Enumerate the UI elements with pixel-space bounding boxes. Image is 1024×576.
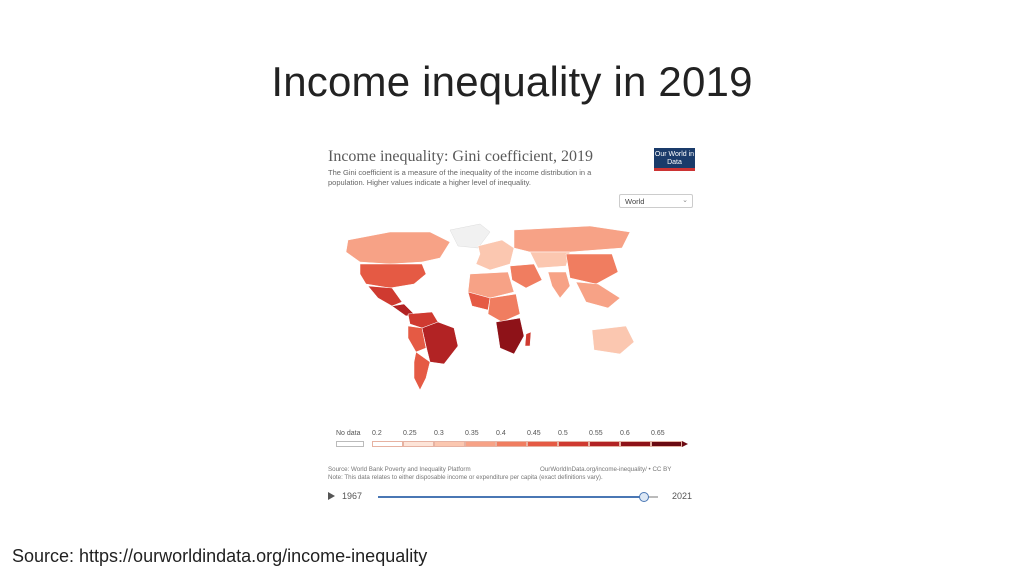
legend-swatch bbox=[620, 441, 651, 447]
map-middle-east bbox=[509, 263, 543, 289]
map-china bbox=[565, 253, 619, 285]
map-canada bbox=[345, 231, 451, 265]
timeline[interactable]: 1967 2021 bbox=[328, 490, 698, 504]
map-central-asia bbox=[529, 251, 571, 269]
source-note: Source: World Bank Poverty and Inequalit… bbox=[328, 466, 603, 482]
legend-arrow bbox=[682, 441, 688, 447]
timeline-start-year: 1967 bbox=[342, 491, 363, 501]
map-peru-bolivia bbox=[407, 325, 427, 353]
legend-tick: 0.5 bbox=[558, 430, 568, 437]
legend-swatch bbox=[403, 441, 434, 447]
map-southeast-asia bbox=[575, 281, 621, 309]
legend-swatch bbox=[589, 441, 620, 447]
legend-tick: 0.35 bbox=[465, 430, 479, 437]
legend-no-data-swatch bbox=[336, 441, 364, 447]
legend-swatch bbox=[434, 441, 465, 447]
legend-swatch bbox=[465, 441, 496, 447]
timeline-track[interactable] bbox=[378, 492, 658, 502]
region-select[interactable]: World ⌄ bbox=[619, 194, 693, 208]
map-north-africa bbox=[467, 271, 515, 299]
legend-swatch bbox=[527, 441, 558, 447]
map-argentina-chile bbox=[413, 351, 431, 391]
map-brazil bbox=[421, 321, 459, 365]
chart-title: Income inequality: Gini coefficient, 201… bbox=[328, 148, 593, 165]
play-icon[interactable] bbox=[328, 492, 335, 500]
map-australia bbox=[591, 325, 635, 355]
timeline-knob[interactable] bbox=[639, 492, 649, 502]
map-usa bbox=[359, 263, 427, 289]
world-map[interactable] bbox=[330, 218, 660, 393]
timeline-fill bbox=[378, 496, 644, 498]
owid-chart: Income inequality: Gini coefficient, 201… bbox=[318, 138, 708, 513]
timeline-end-year: 2021 bbox=[672, 491, 693, 501]
legend-tick: 0.3 bbox=[434, 430, 444, 437]
map-west-africa bbox=[467, 291, 491, 311]
legend-tick: 0.6 bbox=[620, 430, 630, 437]
legend-tick: 0.45 bbox=[527, 430, 541, 437]
legend-tick: 0.55 bbox=[589, 430, 603, 437]
map-central-africa bbox=[487, 293, 521, 323]
chevron-down-icon: ⌄ bbox=[682, 197, 688, 204]
legend-tick: 0.25 bbox=[403, 430, 417, 437]
license-link[interactable]: OurWorldInData.org/income-inequality/ • … bbox=[540, 466, 672, 473]
legend-tick: 0.2 bbox=[372, 430, 382, 437]
note-text: Note: This data relates to either dispos… bbox=[328, 474, 603, 481]
legend-tick: 0.65 bbox=[651, 430, 665, 437]
owid-logo: Our World in Data bbox=[654, 148, 695, 171]
legend-swatch bbox=[558, 441, 589, 447]
legend-tick: 0.4 bbox=[496, 430, 506, 437]
map-india bbox=[547, 271, 571, 299]
chart-subtitle: The Gini coefficient is a measure of the… bbox=[328, 168, 592, 187]
source-caption: Source: https://ourworldindata.org/incom… bbox=[12, 546, 428, 566]
map-southern-africa bbox=[495, 317, 525, 355]
legend-swatch bbox=[496, 441, 527, 447]
region-select-value: World bbox=[625, 197, 645, 206]
map-greenland bbox=[449, 223, 491, 249]
map-europe bbox=[475, 239, 515, 271]
legend-swatch bbox=[372, 441, 403, 447]
map-mexico bbox=[367, 285, 403, 307]
slide-title: Income inequality in 2019 bbox=[271, 58, 753, 105]
map-russia bbox=[513, 225, 631, 253]
legend-no-data-label: No data bbox=[336, 430, 361, 437]
map-madagascar bbox=[524, 331, 532, 347]
legend-swatch bbox=[651, 441, 682, 447]
source-text: Source: World Bank Poverty and Inequalit… bbox=[328, 466, 471, 473]
